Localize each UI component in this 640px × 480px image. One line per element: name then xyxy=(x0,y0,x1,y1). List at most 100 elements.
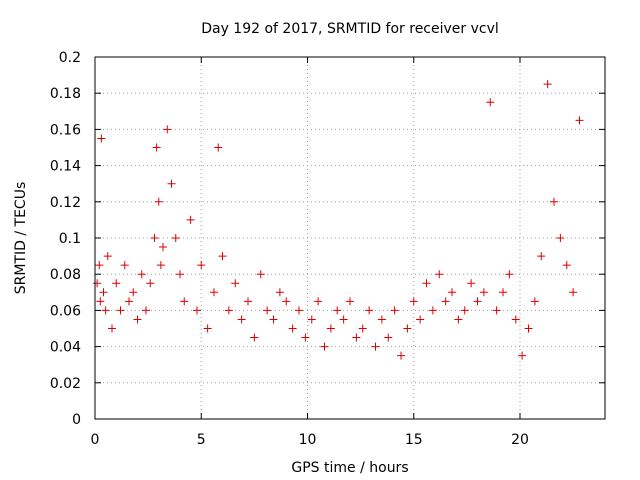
x-tick-label: 15 xyxy=(405,432,423,448)
data-point xyxy=(390,306,399,315)
data-point xyxy=(237,315,246,324)
data-point xyxy=(112,279,121,288)
data-point xyxy=(95,261,104,270)
data-point xyxy=(460,306,469,315)
y-tick-label: 0.1 xyxy=(59,231,81,247)
data-point xyxy=(346,297,354,306)
data-point xyxy=(288,324,297,333)
data-point xyxy=(150,234,159,242)
y-tick-label: 0.18 xyxy=(50,86,81,102)
data-point xyxy=(320,342,329,351)
data-point xyxy=(416,315,425,324)
data-point xyxy=(473,297,482,306)
data-point xyxy=(537,252,546,261)
data-marks xyxy=(93,80,584,360)
data-point xyxy=(295,306,303,315)
data-point xyxy=(518,351,527,360)
x-tick-label: 10 xyxy=(299,432,317,448)
data-point xyxy=(99,288,108,297)
data-point xyxy=(307,315,316,324)
y-tick-label: 0.06 xyxy=(50,303,81,319)
data-point xyxy=(422,279,431,288)
data-point xyxy=(358,324,367,333)
data-point xyxy=(180,297,189,306)
x-axis-label: GPS time / hours xyxy=(291,460,408,476)
data-point xyxy=(146,279,155,288)
data-point xyxy=(505,270,514,279)
data-point xyxy=(159,243,167,252)
data-point xyxy=(569,288,578,297)
data-point xyxy=(97,134,106,143)
data-point xyxy=(486,98,495,107)
data-point xyxy=(156,261,165,270)
y-tick-label: 0.12 xyxy=(50,195,81,211)
data-point xyxy=(550,197,558,206)
data-point xyxy=(511,315,520,324)
x-tick-label: 0 xyxy=(91,432,100,448)
data-point xyxy=(224,306,233,315)
data-point xyxy=(218,252,227,261)
data-point xyxy=(365,306,374,315)
data-point xyxy=(129,288,138,297)
data-point xyxy=(186,215,195,224)
data-point xyxy=(203,324,212,333)
data-point xyxy=(397,351,405,360)
data-point xyxy=(210,288,218,297)
data-point xyxy=(137,270,146,279)
data-point xyxy=(403,324,412,333)
data-point xyxy=(275,288,284,297)
data-point xyxy=(214,143,223,152)
data-point xyxy=(530,297,539,306)
data-point xyxy=(479,288,488,297)
data-point xyxy=(352,333,361,342)
data-point xyxy=(409,297,418,306)
y-tick-label: 0.16 xyxy=(50,122,81,138)
data-point xyxy=(263,306,272,315)
data-point xyxy=(492,306,501,315)
data-point xyxy=(441,297,450,306)
data-point xyxy=(176,270,184,279)
data-point xyxy=(142,306,150,315)
y-tick-label: 0.14 xyxy=(50,159,81,175)
data-point xyxy=(96,297,105,306)
data-point xyxy=(167,179,176,188)
data-point xyxy=(197,261,206,270)
data-point xyxy=(108,324,116,333)
x-tick-label: 20 xyxy=(511,432,529,448)
data-point xyxy=(499,288,507,297)
data-point xyxy=(428,306,437,315)
grid-lines xyxy=(95,57,605,419)
data-point xyxy=(339,315,348,324)
data-point xyxy=(244,297,252,306)
data-point xyxy=(269,315,278,324)
data-point xyxy=(101,306,110,315)
data-point xyxy=(231,279,240,288)
data-point xyxy=(120,261,129,270)
data-point xyxy=(301,333,310,342)
data-point xyxy=(116,306,125,315)
data-point xyxy=(384,333,393,342)
data-point xyxy=(448,288,456,297)
y-tick-label: 0.2 xyxy=(59,50,81,66)
data-point xyxy=(524,324,533,333)
data-point xyxy=(163,125,172,134)
y-tick-label: 0 xyxy=(72,412,81,428)
data-point xyxy=(171,234,180,242)
data-point xyxy=(371,342,380,351)
data-point xyxy=(575,116,584,125)
data-point xyxy=(467,279,476,288)
y-tick-label: 0.08 xyxy=(50,267,81,283)
data-point xyxy=(556,234,565,242)
chart-title: Day 192 of 2017, SRMTID for receiver vcv… xyxy=(201,21,499,37)
x-axis-ticks: 0 5 10 15 20 xyxy=(91,57,529,448)
y-axis-ticks: 0 0.02 0.04 0.06 0.08 0.1 0.12 0.14 0.16 0.18 0.2 xyxy=(50,50,605,428)
data-point xyxy=(454,315,463,324)
data-point xyxy=(154,197,163,206)
data-point xyxy=(377,315,386,324)
x-tick-label: 5 xyxy=(197,432,206,448)
y-axis-label: SRMTID / TECUs xyxy=(13,182,29,295)
data-point xyxy=(125,297,133,306)
data-point xyxy=(314,297,323,306)
y-tick-label: 0.02 xyxy=(50,376,81,392)
